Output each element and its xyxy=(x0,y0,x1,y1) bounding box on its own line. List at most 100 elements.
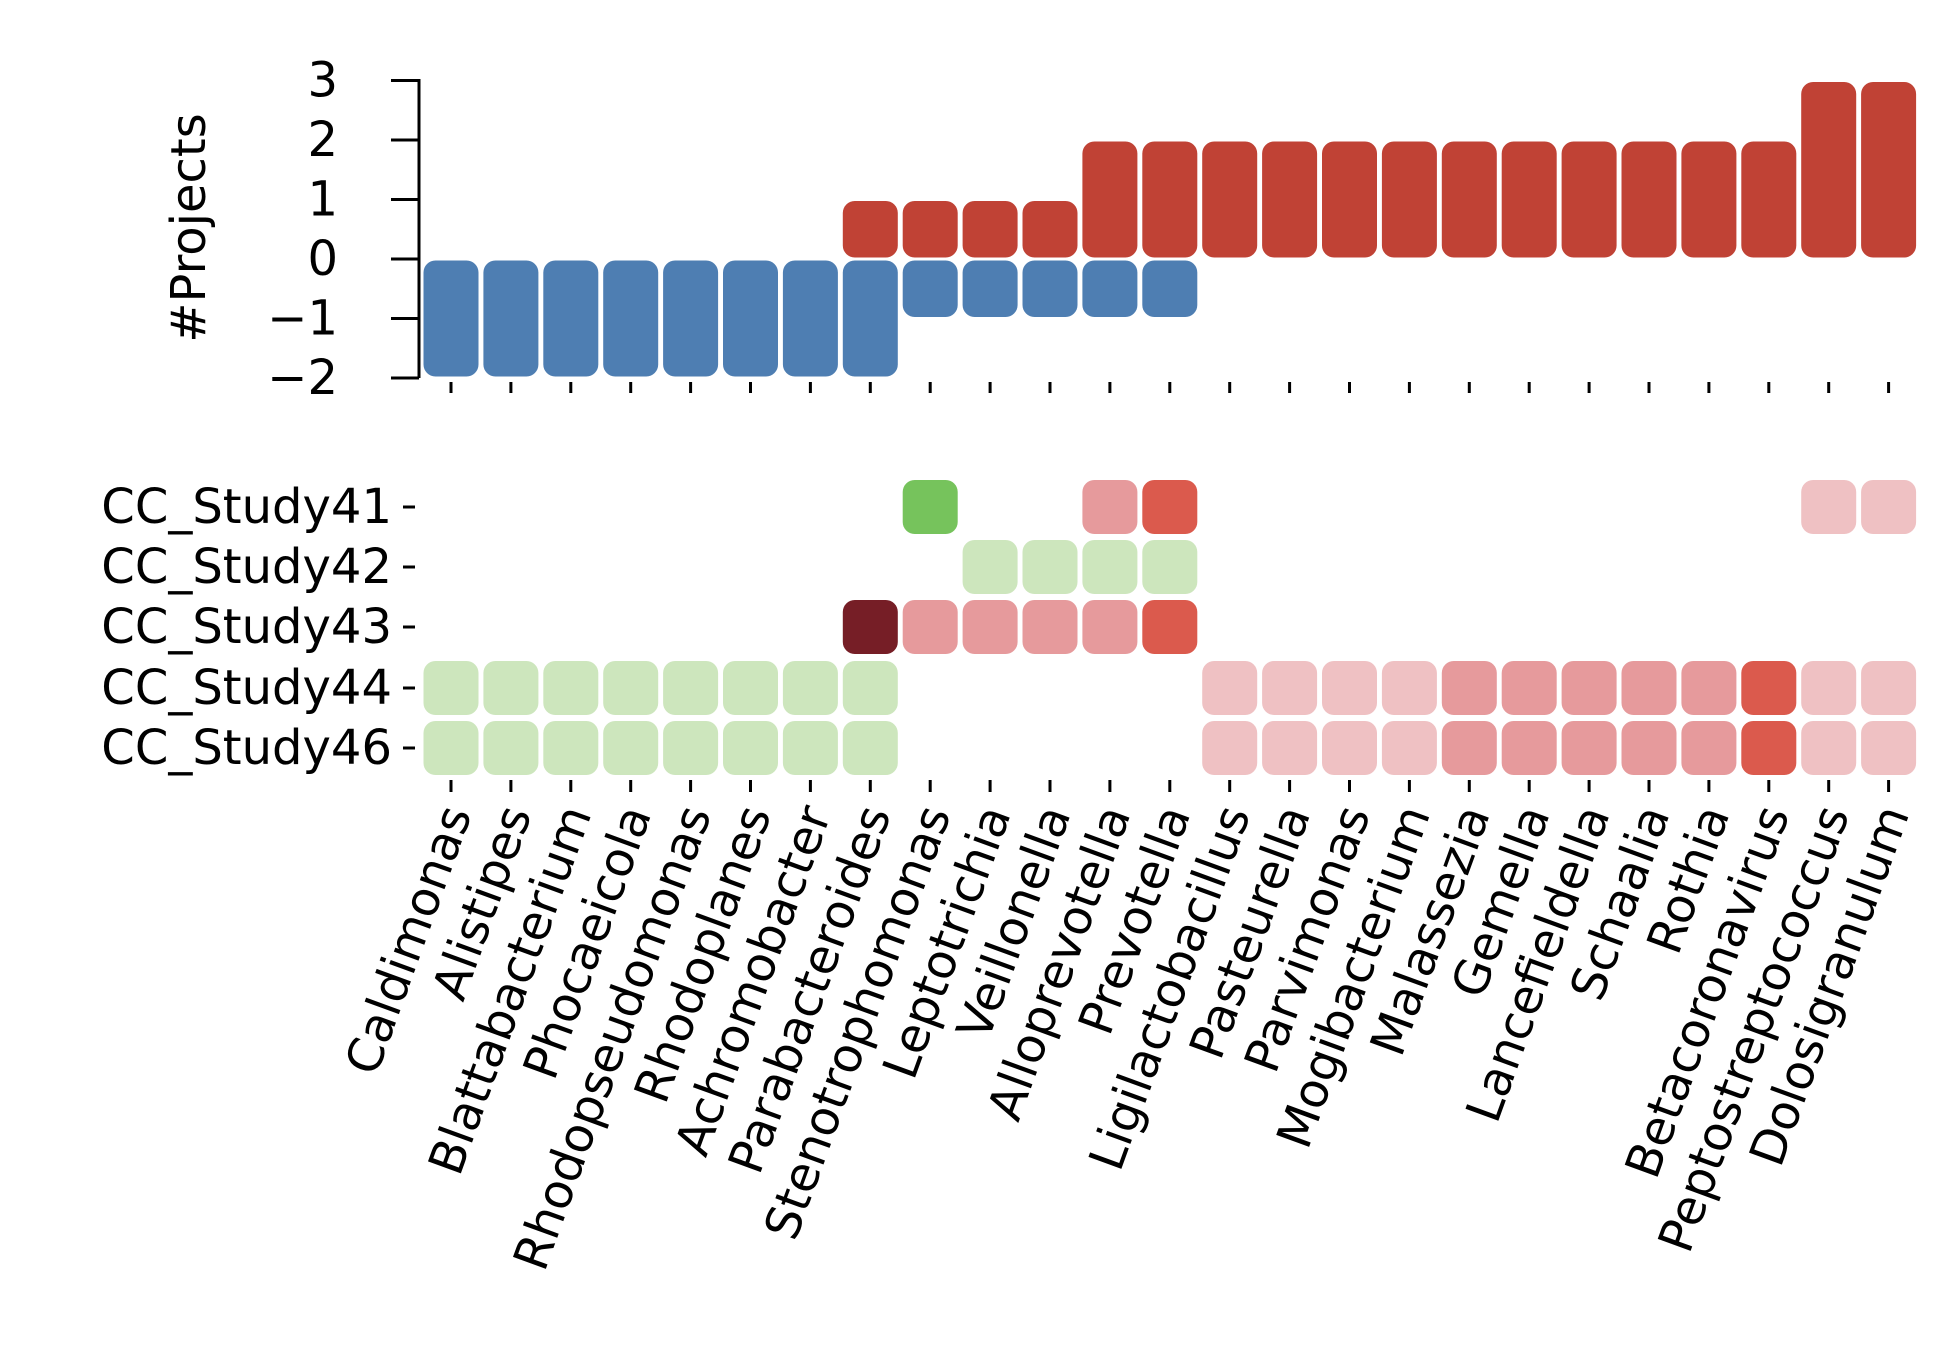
heatmap-cell xyxy=(902,600,958,654)
heatmap-cell xyxy=(1621,661,1677,715)
heatmap-panel: CC_Study41CC_Study42CC_Study43CC_Study44… xyxy=(101,479,1921,1277)
heatmap-cell xyxy=(723,661,778,715)
heatmap-cell xyxy=(1142,540,1198,594)
positive-bar-parabacteroides xyxy=(842,201,898,258)
heatmap-cell xyxy=(842,661,898,715)
heatmap-cell xyxy=(1262,661,1318,715)
heatmap-cell xyxy=(663,661,719,715)
negative-bar-caldimonas xyxy=(423,260,479,377)
heatmap-cell xyxy=(723,721,778,775)
heatmap-cell xyxy=(1861,661,1917,715)
heatmap-cell xyxy=(543,721,599,775)
positive-bar-pasteurella xyxy=(1262,141,1318,258)
y-tick-label: 1 xyxy=(307,172,338,228)
negative-bar-alloprevotella xyxy=(1082,260,1138,317)
negative-bar-prevotella xyxy=(1142,260,1198,317)
heatmap-cell xyxy=(1082,540,1138,594)
heatmap-cell xyxy=(1681,721,1737,775)
row-label: CC_Study46 xyxy=(101,720,392,776)
heatmap-cell xyxy=(483,661,539,715)
heatmap-cell xyxy=(1561,661,1617,715)
heatmap-cell xyxy=(1142,600,1198,654)
heatmap-cell xyxy=(1441,721,1497,775)
positive-bar-betacoronavirus xyxy=(1741,141,1797,258)
negative-bar-veillonella xyxy=(1022,260,1078,317)
y-tick-label: −1 xyxy=(267,291,338,347)
negative-bar-phocaeicola xyxy=(603,260,659,377)
heatmap-cell xyxy=(1741,721,1797,775)
heatmap-cell xyxy=(1861,480,1917,534)
y-tick-label: 2 xyxy=(307,112,338,168)
positive-bar-leptotrichia xyxy=(962,201,1018,258)
heatmap-cell xyxy=(842,600,898,654)
heatmap-cell xyxy=(1801,480,1857,534)
bars xyxy=(423,82,1917,377)
negative-bar-rhodoplanes xyxy=(723,260,778,377)
heatmap-cell xyxy=(423,661,479,715)
column-labels: CaldimonasAlistipesBlattabacteriumPhocae… xyxy=(335,798,1921,1277)
positive-bar-gemella xyxy=(1501,141,1557,258)
negative-bar-stenotrophomonas xyxy=(902,260,958,317)
positive-bar-rothia xyxy=(1681,141,1737,258)
heatmap-cell xyxy=(543,661,599,715)
heatmap-cell xyxy=(962,600,1018,654)
bar-x-ticks xyxy=(449,382,1891,393)
positive-bar-schaalia xyxy=(1621,141,1677,258)
row-label: CC_Study41 xyxy=(101,479,392,535)
positive-bar-ligilactobacillus xyxy=(1202,141,1258,258)
positive-bar-parvimonas xyxy=(1322,141,1377,258)
negative-bar-parabacteroides xyxy=(842,260,898,377)
heatmap-cell xyxy=(1861,721,1917,775)
heatmap-cell xyxy=(1621,721,1677,775)
heatmap-cell xyxy=(1022,540,1078,594)
positive-bar-mogibacterium xyxy=(1381,141,1437,258)
positive-bar-malassezia xyxy=(1441,141,1497,258)
positive-bar-dolosigranulum xyxy=(1861,82,1917,258)
row-labels: CC_Study41CC_Study42CC_Study43CC_Study44… xyxy=(101,479,415,776)
heatmap-cell xyxy=(663,721,719,775)
heatmap-cell xyxy=(1381,721,1437,775)
heatmap-cell xyxy=(1082,600,1138,654)
positive-bar-peptostreptococcus xyxy=(1801,82,1857,258)
negative-bar-achromobacter xyxy=(782,260,838,377)
positive-bar-alloprevotella xyxy=(1082,141,1138,258)
negative-bar-blattabacterium xyxy=(543,260,599,377)
negative-bar-leptotrichia xyxy=(962,260,1018,317)
heatmap-cell xyxy=(1082,480,1138,534)
heatmap-cell xyxy=(1142,480,1198,534)
heatmap-cell xyxy=(1741,661,1797,715)
y-tick-label: 0 xyxy=(307,231,338,287)
y-tick-label: 3 xyxy=(307,53,338,109)
heatmap-cell xyxy=(1381,661,1437,715)
heatmap-cell xyxy=(1501,721,1557,775)
heatmap-cell xyxy=(1322,661,1377,715)
heatmap-cell xyxy=(1681,661,1737,715)
heatmap-cell xyxy=(1202,661,1258,715)
heatmap-cell xyxy=(1262,721,1318,775)
negative-bar-alistipes xyxy=(483,260,539,377)
heatmap-cell xyxy=(483,721,539,775)
heatmap-cell xyxy=(603,721,659,775)
heatmap-cell xyxy=(842,721,898,775)
y-axis-title: #Projects xyxy=(161,113,217,342)
heatmap-cell xyxy=(423,721,479,775)
positive-bar-lancefieldella xyxy=(1561,141,1617,258)
positive-bar-veillonella xyxy=(1022,201,1078,258)
heatmap-cells xyxy=(423,480,1917,775)
heatmap-cell xyxy=(782,661,838,715)
heatmap-cell xyxy=(1022,600,1078,654)
y-tick-label: −2 xyxy=(267,350,338,406)
heatmap-cell xyxy=(1202,721,1258,775)
heatmap-cell xyxy=(1801,661,1857,715)
row-label: CC_Study42 xyxy=(101,539,392,595)
negative-bar-rhodopseudomonas xyxy=(663,260,719,377)
heatmap-cell xyxy=(1561,721,1617,775)
heatmap-cell xyxy=(1501,661,1557,715)
positive-bar-stenotrophomonas xyxy=(902,201,958,258)
heatmap-cell xyxy=(962,540,1018,594)
heatmap-cell xyxy=(902,480,958,534)
heatmap-cell xyxy=(603,661,659,715)
